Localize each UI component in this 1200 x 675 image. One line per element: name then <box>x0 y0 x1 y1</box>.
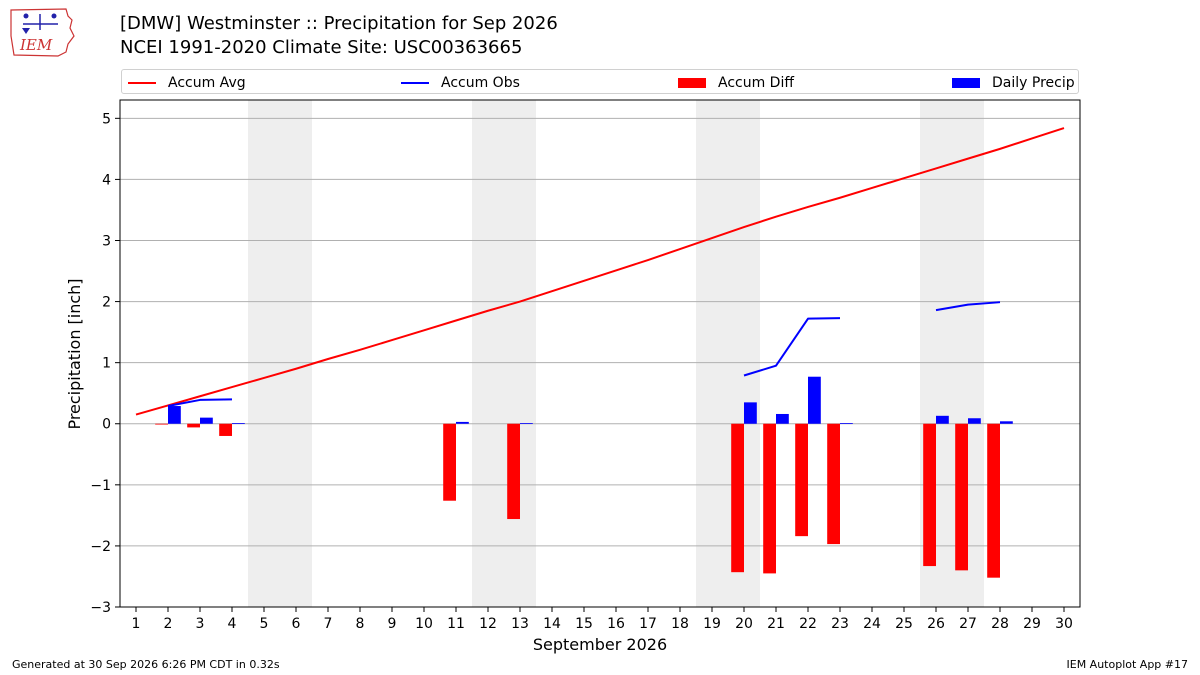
accum-diff-bar <box>987 423 1000 578</box>
y-tick-label: −2 <box>90 539 111 555</box>
x-tick-label: 18 <box>671 616 689 632</box>
x-tick-label: 9 <box>388 616 397 632</box>
accum-diff-bar <box>443 423 456 501</box>
x-tick-label: 6 <box>292 616 301 632</box>
legend-label: Accum Avg <box>168 74 246 91</box>
x-tick-label: 17 <box>639 616 657 632</box>
daily-precip-bar <box>808 376 821 424</box>
accum-diff-bar <box>731 423 744 573</box>
daily-precip-bars <box>168 376 1013 424</box>
x-tick-label: 7 <box>324 616 333 632</box>
y-tick-label: −3 <box>90 600 111 616</box>
y-axis-ticks: −3 −2 −1 0 1 2 3 4 5 <box>90 111 120 616</box>
footer-app: IEM Autoplot App #17 <box>1066 658 1189 671</box>
x-tick-label: 22 <box>799 616 817 632</box>
accum-obs-line <box>167 398 233 408</box>
legend-label: Accum Diff <box>718 74 795 91</box>
daily-precip-bar <box>520 423 533 424</box>
daily-precip-bar <box>456 421 469 424</box>
legend-item-accum-avg: Accum Avg <box>128 70 246 95</box>
legend-item-daily-precip: Daily Precip <box>952 70 1075 95</box>
y-tick-label: −1 <box>90 478 111 494</box>
x-tick-label: 5 <box>260 616 269 632</box>
daily-precip-bar <box>968 418 981 424</box>
accum-diff-bar <box>923 423 936 567</box>
x-tick-label: 11 <box>447 616 465 632</box>
x-tick-label: 30 <box>1055 616 1073 632</box>
legend-swatch <box>952 77 980 88</box>
daily-precip-bar <box>200 417 213 424</box>
accum-diff-bar <box>795 423 808 537</box>
x-tick-label: 10 <box>415 616 433 632</box>
legend-swatch <box>678 77 706 88</box>
x-tick-label: 28 <box>991 616 1009 632</box>
y-tick-label: 4 <box>102 172 111 188</box>
accum-diff-bar <box>507 423 520 520</box>
x-axis-ticks: 1 2 3 4 5 6 7 8 9 10 11 12 13 14 15 16 17 18 19 20 21 22 23 24 2… <box>132 607 1073 632</box>
x-tick-label: 21 <box>767 616 785 632</box>
chart-title: [DMW] Westminster :: Precipitation for S… <box>120 13 558 34</box>
accum-lines <box>135 127 1065 416</box>
x-tick-label: 3 <box>196 616 205 632</box>
y-tick-label: 1 <box>102 356 111 372</box>
footer-generated: Generated at 30 Sep 2026 6:26 PM CDT in … <box>12 658 280 671</box>
y-axis-label: Precipitation [inch] <box>65 278 84 429</box>
iem-logo: IEM <box>10 8 75 57</box>
accum-diff-bar <box>155 423 168 425</box>
x-tick-label: 12 <box>479 616 497 632</box>
daily-precip-bar <box>1000 421 1013 424</box>
accum-diff-bar <box>763 423 776 574</box>
x-tick-label: 13 <box>511 616 529 632</box>
daily-precip-bar <box>232 423 245 424</box>
accum-obs-line <box>743 317 841 377</box>
legend-label: Accum Obs <box>441 74 520 91</box>
x-axis-label: September 2026 <box>533 635 667 654</box>
accum-avg-line <box>135 127 1065 416</box>
accum-obs-line <box>935 301 1001 312</box>
x-tick-label: 24 <box>863 616 881 632</box>
x-tick-label: 29 <box>1023 616 1041 632</box>
x-tick-label: 2 <box>164 616 173 632</box>
x-tick-label: 4 <box>228 616 237 632</box>
x-tick-label: 15 <box>575 616 593 632</box>
x-tick-label: 19 <box>703 616 721 632</box>
daily-precip-bar <box>840 423 853 424</box>
daily-precip-bar <box>744 402 757 424</box>
x-tick-label: 1 <box>132 616 141 632</box>
daily-precip-bar <box>936 415 949 424</box>
y-tick-label: 0 <box>102 417 111 433</box>
weekend-band <box>696 100 760 607</box>
legend-label: Daily Precip <box>992 74 1075 91</box>
weekend-band <box>248 100 312 607</box>
weekend-shading <box>248 100 984 607</box>
legend: Accum Avg Accum Obs Accum Diff Daily Pre… <box>121 69 1079 94</box>
plot-frame <box>119 99 1081 608</box>
legend-item-accum-diff: Accum Diff <box>678 70 794 95</box>
x-tick-label: 26 <box>927 616 945 632</box>
accum-diff-bar <box>955 423 968 571</box>
x-tick-label: 23 <box>831 616 849 632</box>
legend-swatch <box>128 81 156 84</box>
accum-diff-bar <box>827 423 840 545</box>
x-tick-label: 14 <box>543 616 561 632</box>
logo-text: IEM <box>19 36 53 54</box>
daily-precip-bar <box>168 406 181 424</box>
legend-swatch <box>401 81 429 84</box>
x-tick-label: 8 <box>356 616 365 632</box>
legend-item-accum-obs: Accum Obs <box>401 70 520 95</box>
weekend-band <box>472 100 536 607</box>
accum-diff-bars <box>155 423 1000 578</box>
accum-diff-bar <box>219 423 232 436</box>
daily-precip-bar <box>776 413 789 424</box>
y-tick-label: 3 <box>102 233 111 249</box>
x-tick-label: 16 <box>607 616 625 632</box>
x-tick-label: 27 <box>959 616 977 632</box>
accum-diff-bar <box>187 423 200 428</box>
x-tick-label: 20 <box>735 616 753 632</box>
chart-subtitle: NCEI 1991-2020 Climate Site: USC00363665 <box>120 37 523 58</box>
y-tick-label: 2 <box>102 295 111 311</box>
y-tick-label: 5 <box>102 111 111 127</box>
x-tick-label: 25 <box>895 616 913 632</box>
